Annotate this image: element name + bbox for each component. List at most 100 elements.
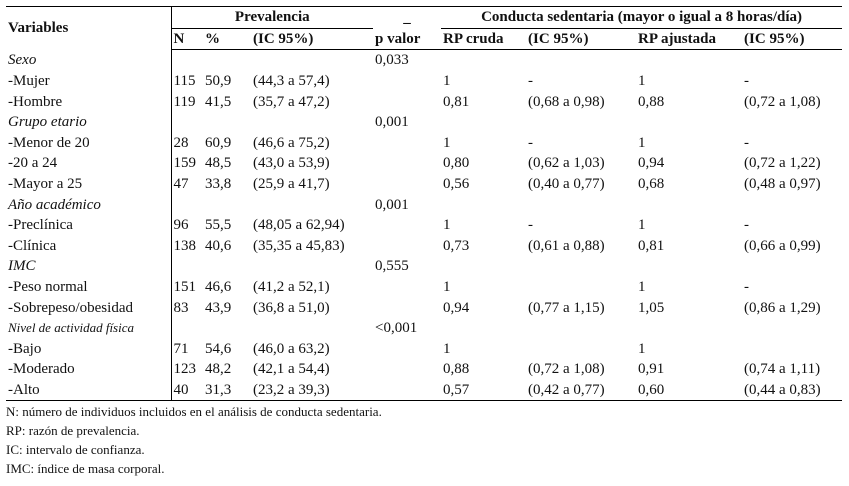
row-label: -Preclínica bbox=[6, 214, 172, 236]
cell-empty bbox=[441, 318, 526, 339]
p-value: 0,555 bbox=[375, 258, 409, 275]
row-label: -Hombre bbox=[6, 91, 172, 112]
cell-empty bbox=[742, 194, 842, 215]
cell-empty bbox=[373, 153, 441, 174]
cell-rp-ajustada: 0,88 bbox=[638, 93, 665, 110]
cell-ic-cruda: (0,42 a 0,77) bbox=[526, 379, 637, 402]
cell-rp-cruda: 0,57 bbox=[441, 379, 527, 402]
cell-empty bbox=[742, 318, 842, 339]
p-value: 0,001 bbox=[375, 196, 409, 213]
cell-empty bbox=[636, 112, 742, 133]
cell-empty bbox=[251, 256, 373, 277]
cell-empty bbox=[636, 318, 742, 339]
cell-ic-ajustada: - bbox=[744, 279, 750, 296]
cell-n: 151 bbox=[173, 279, 197, 296]
cell-ic-cruda bbox=[526, 277, 636, 298]
cell-n: 123 bbox=[173, 361, 197, 378]
table-row: -Alto 40 31,3 (23,2 a 39,3) 0,57 (0,42 a 0,77… bbox=[6, 379, 843, 402]
row-label: -Clínica bbox=[6, 235, 172, 257]
cell-ic-cruda: - bbox=[528, 217, 534, 234]
cell-n: 28 bbox=[173, 134, 189, 151]
cell-n: 159 bbox=[173, 155, 197, 172]
table-row: -Clínica 138 40,6 (35,35 a 45,83) 0,73 (0,61 … bbox=[6, 235, 842, 257]
cell-ic-ajustada bbox=[742, 339, 842, 360]
cell-empty bbox=[251, 50, 373, 71]
cell-rp-ajustada: 0,60 bbox=[636, 379, 743, 402]
cell-empty bbox=[251, 194, 373, 215]
cell-empty bbox=[526, 194, 636, 215]
cell-ic-ajustada: (0,66 a 0,99) bbox=[744, 237, 821, 254]
cell-n: 83 bbox=[173, 299, 189, 316]
cell-rp-ajustada: 1 bbox=[638, 217, 646, 234]
row-label: -Peso normal bbox=[6, 276, 172, 298]
cell-ic: (36,8 a 51,0) bbox=[253, 299, 330, 316]
cell-rp-ajustada: 0,68 bbox=[638, 176, 665, 193]
table-row: -Mayor a 25 47 33,8 (25,9 a 41,7) 0,56 (0,40 … bbox=[6, 173, 842, 195]
cell-empty bbox=[441, 112, 526, 133]
cell-rp-ajustada: 1 bbox=[638, 340, 646, 357]
cell-ic-ajustada: - bbox=[744, 73, 750, 90]
cell-empty bbox=[373, 174, 441, 195]
cell-ic-ajustada: - bbox=[744, 134, 750, 151]
cell-ic: (35,7 a 47,2) bbox=[253, 93, 330, 110]
cell-rp-ajustada: 1 bbox=[638, 73, 646, 90]
cell-n: 119 bbox=[173, 93, 196, 110]
cell-pct: 55,5 bbox=[205, 217, 232, 234]
header-ic-ajustada: (IC 95%) bbox=[742, 28, 843, 51]
table-body: Sexo 0,033 -Mujer 115 50,9 (44,3 a 57,4) 1-1- -… bbox=[6, 49, 843, 402]
cell-n: 40 bbox=[171, 379, 203, 402]
cell-rp-cruda: 1 bbox=[443, 340, 451, 357]
header-rp-ajustada: RP ajustada bbox=[636, 28, 743, 51]
cell-n: 71 bbox=[173, 340, 189, 357]
cell-empty bbox=[636, 50, 742, 71]
note-line: N: número de individuos incluidos en el … bbox=[6, 404, 382, 420]
cell-empty bbox=[171, 318, 203, 339]
cell-empty bbox=[742, 256, 842, 277]
cell-ic-cruda: - bbox=[528, 73, 534, 90]
cell-rp-cruda: 1 bbox=[443, 279, 451, 296]
table-row: -Mujer 115 50,9 (44,3 a 57,4) 1 - 1 - bbox=[6, 70, 842, 92]
cell-rp-ajustada: 0,81 bbox=[638, 237, 665, 254]
cell-empty bbox=[203, 256, 251, 277]
table-row: -Hombre 119 41,5 (35,7 a 47,2) 0,81 (0,68 a 0… bbox=[6, 91, 842, 112]
header-pvalor: p valor bbox=[373, 28, 442, 51]
cell-pct: 46,6 bbox=[205, 279, 232, 296]
row-label: -Menor de 20 bbox=[6, 132, 172, 154]
group-label: Nivel de actividad física bbox=[6, 317, 172, 339]
cell-empty bbox=[636, 256, 742, 277]
cell-rp-ajustada: 1 bbox=[638, 134, 646, 151]
cell-empty bbox=[742, 50, 842, 71]
cell-empty bbox=[203, 194, 251, 215]
note-line: RP: razón de prevalencia. bbox=[6, 423, 140, 439]
header-conducta: Conducta sedentaria (mayor o igual a 8 h… bbox=[441, 6, 843, 29]
table-row: -20 a 24 159 48,5 (43,0 a 53,9) 0,80 (0,62 a … bbox=[6, 153, 842, 174]
group-row: Nivel de actividad física <0,001 bbox=[6, 317, 842, 339]
cell-ic-ajustada: (0,44 a 0,83) bbox=[742, 379, 843, 402]
group-label: IMC bbox=[6, 256, 172, 277]
cell-ic-ajustada: (0,86 a 1,29) bbox=[744, 299, 821, 316]
row-label: -Mayor a 25 bbox=[6, 173, 172, 195]
table-row: -Bajo 71 54,6 (46,0 a 63,2) 1 1 bbox=[6, 338, 842, 360]
cell-empty bbox=[373, 71, 441, 92]
cell-rp-cruda: 0,73 bbox=[443, 237, 470, 254]
cell-empty bbox=[203, 318, 251, 339]
header-prevalencia: Prevalencia bbox=[171, 6, 374, 29]
group-row: Sexo 0,033 bbox=[6, 49, 842, 71]
note-line: IC: intervalo de confianza. bbox=[6, 442, 145, 458]
cell-rp-cruda: 0,81 bbox=[443, 93, 470, 110]
cell-rp-cruda: 1 bbox=[443, 134, 451, 151]
table-row: -Sobrepeso/obesidad 83 43,9 (36,8 a 51,0) 0,… bbox=[6, 297, 842, 318]
cell-ic-cruda: (0,77 a 1,15) bbox=[528, 299, 605, 316]
cell-rp-cruda: 0,88 bbox=[443, 361, 470, 378]
cell-rp-cruda: 0,80 bbox=[443, 155, 470, 172]
cell-rp-cruda: 1 bbox=[443, 73, 451, 90]
cell-ic-cruda: (0,62 a 1,03) bbox=[528, 155, 605, 172]
cell-empty bbox=[171, 112, 203, 133]
cell-pct: 54,6 bbox=[205, 340, 232, 357]
cell-n: 96 bbox=[173, 217, 189, 234]
header-rp-cruda: RP cruda bbox=[441, 28, 527, 51]
cell-n: 138 bbox=[173, 237, 197, 254]
cell-ic-cruda: (0,72 a 1,08) bbox=[528, 361, 605, 378]
cell-pct: 31,3 bbox=[203, 379, 251, 402]
cell-empty bbox=[203, 50, 251, 71]
